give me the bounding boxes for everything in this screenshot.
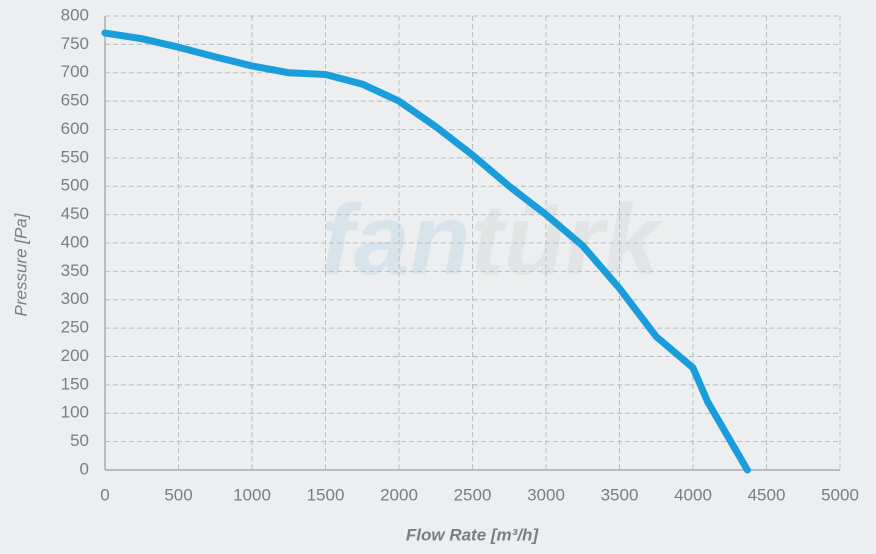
x-tick-label: 0 xyxy=(100,485,109,504)
y-tick-label: 300 xyxy=(61,289,89,308)
x-tick-label: 2500 xyxy=(454,485,492,504)
x-axis-label: Flow Rate [m³/h] xyxy=(406,525,540,544)
y-tick-label: 400 xyxy=(61,232,89,251)
y-tick-label: 550 xyxy=(61,147,89,166)
y-tick-label: 450 xyxy=(61,204,89,223)
y-tick-label: 350 xyxy=(61,261,89,280)
x-tick-label: 500 xyxy=(164,485,192,504)
data-line xyxy=(101,29,751,474)
x-tick-label: 1500 xyxy=(307,485,345,504)
y-axis-label: Pressure [Pa] xyxy=(11,212,30,316)
watermark-part: türk xyxy=(471,184,664,296)
y-tick-label: 250 xyxy=(61,318,89,337)
y-tick-label: 50 xyxy=(70,431,89,450)
y-tick-label: 100 xyxy=(61,403,89,422)
y-tick-label: 200 xyxy=(61,346,89,365)
y-tick-label: 800 xyxy=(61,5,89,24)
y-tick-label: 0 xyxy=(80,459,89,478)
x-tick-label: 3000 xyxy=(527,485,565,504)
x-tick-label: 2000 xyxy=(380,485,418,504)
watermark: fantürk xyxy=(321,184,664,296)
x-tick-label: 3500 xyxy=(601,485,639,504)
x-tick-label: 4500 xyxy=(748,485,786,504)
y-tick-label: 600 xyxy=(61,119,89,138)
x-tick-label: 4000 xyxy=(674,485,712,504)
y-tick-label: 650 xyxy=(61,91,89,110)
watermark-part: fan xyxy=(321,184,471,296)
x-tick-label: 1000 xyxy=(233,485,271,504)
y-tick-label: 700 xyxy=(61,62,89,81)
y-tick-label: 150 xyxy=(61,374,89,393)
y-tick-label: 750 xyxy=(61,34,89,53)
y-tick-label: 500 xyxy=(61,176,89,195)
x-tick-label: 5000 xyxy=(821,485,859,504)
